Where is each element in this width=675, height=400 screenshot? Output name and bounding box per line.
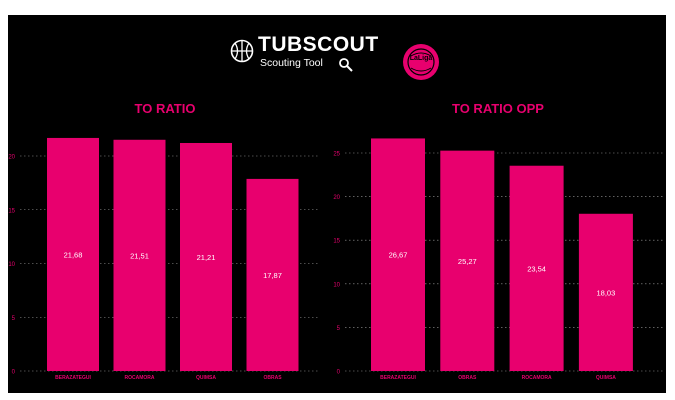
magnifier-icon (339, 58, 353, 72)
data-label: 21,51 (130, 251, 149, 260)
y-tick-label: 10 (8, 262, 15, 268)
basketball-icon (230, 39, 254, 63)
y-tick-label: 5 (12, 316, 16, 322)
data-label: 17,87 (263, 271, 282, 280)
y-tick-label: 20 (8, 155, 15, 161)
bar (47, 137, 99, 371)
y-tick-label: 0 (337, 370, 341, 376)
x-tick-label: ROCAMORA (522, 375, 552, 381)
data-label: 21,21 (197, 253, 216, 262)
bar (246, 178, 299, 371)
y-tick-label: 15 (333, 239, 340, 245)
chart-title: TO RATIO OPP (452, 101, 544, 116)
bar (371, 138, 425, 371)
data-label: 26,67 (389, 251, 408, 260)
data-label: 21,68 (64, 250, 83, 259)
x-tick-label: QUIMSA (196, 375, 216, 381)
bar (113, 139, 166, 371)
brand-name: TUBSCOUT (258, 33, 379, 56)
y-tick-label: 25 (333, 152, 340, 158)
x-tick-label: QUIMSA (596, 375, 616, 381)
brand-logo: TUBSCOUT Scouting Tool (230, 33, 378, 79)
x-tick-label: OBRAS (458, 375, 477, 381)
bar (509, 165, 564, 371)
y-tick-label: 10 (333, 282, 340, 288)
y-tick-label: 20 (333, 195, 340, 201)
league-logo-text: LaLiga (409, 55, 433, 62)
bar (440, 150, 495, 371)
y-tick-label: 0 (12, 370, 16, 376)
brand-subtitle: Scouting Tool (260, 57, 323, 69)
x-tick-label: OBRAS (263, 375, 282, 381)
y-tick-label: 5 (337, 326, 341, 332)
bar (180, 142, 232, 371)
x-tick-label: BERAZATEGUI (380, 375, 416, 381)
data-label: 25,27 (458, 257, 477, 266)
bar (578, 213, 633, 371)
y-tick-label: 15 (8, 208, 15, 214)
chart-title: TO RATIO (135, 101, 196, 116)
x-tick-label: ROCAMORA (125, 375, 155, 381)
data-label: 18,03 (597, 288, 616, 297)
x-tick-label: BERAZATEGUI (55, 375, 91, 381)
data-label: 23,54 (527, 264, 546, 273)
league-logo (403, 44, 439, 80)
